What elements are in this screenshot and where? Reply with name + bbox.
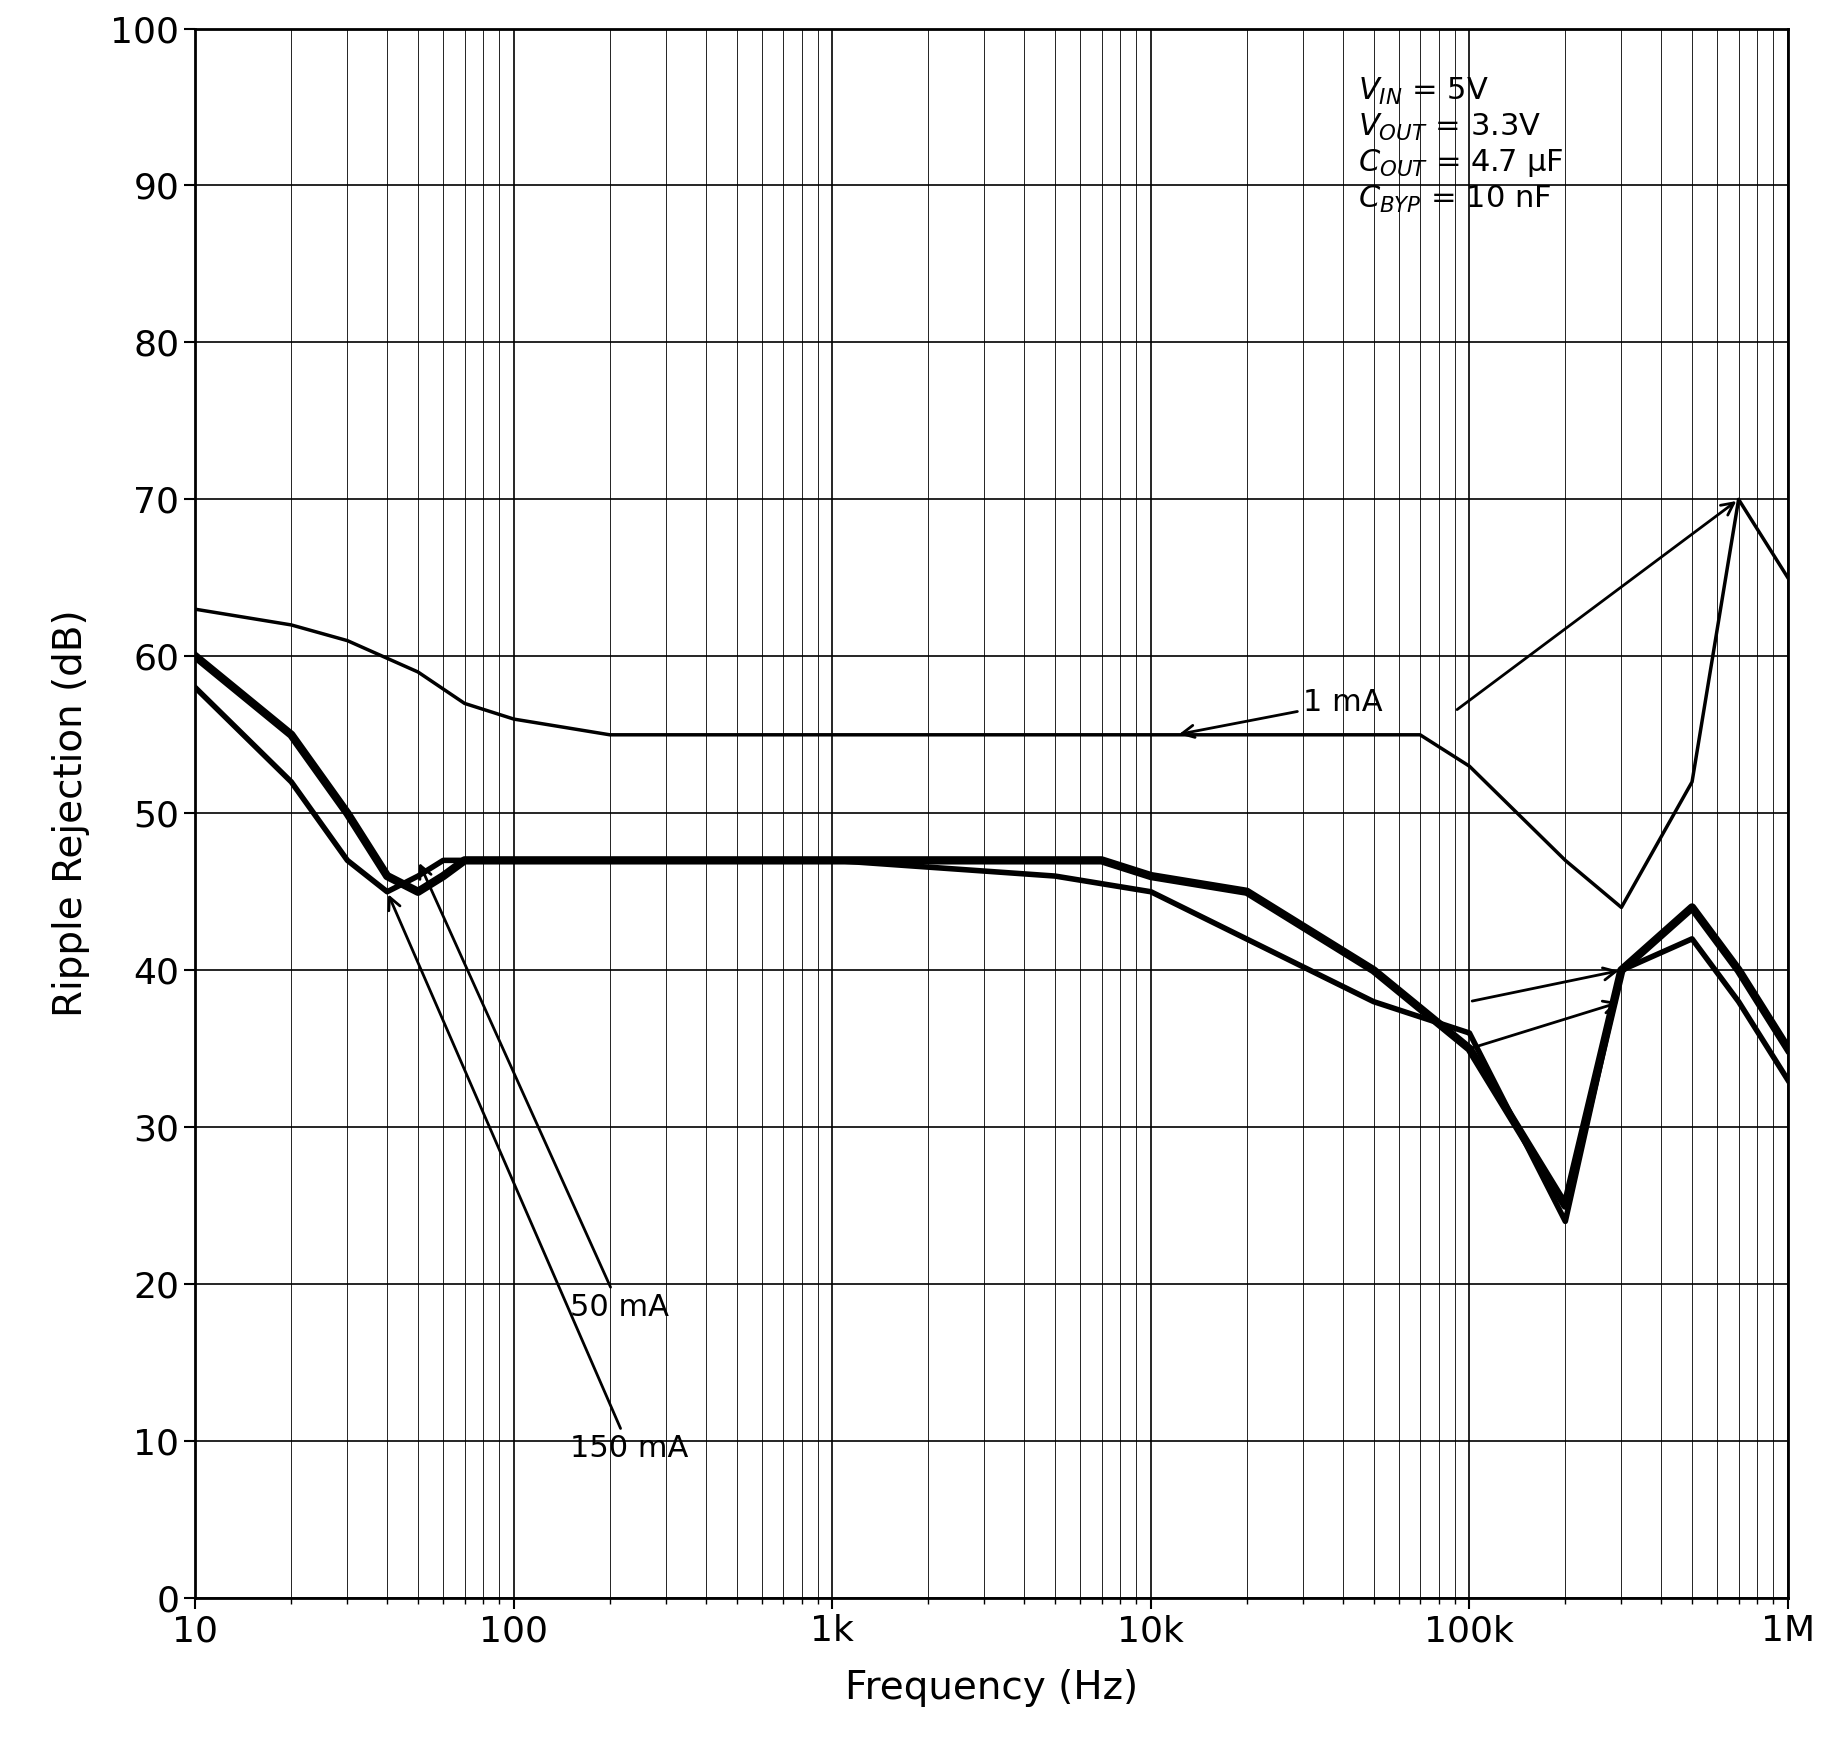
Y-axis label: Ripple Rejection (dB): Ripple Rejection (dB) bbox=[51, 610, 90, 1017]
X-axis label: Frequency (Hz): Frequency (Hz) bbox=[845, 1669, 1138, 1706]
Text: 50 mA: 50 mA bbox=[419, 866, 670, 1321]
Text: 150 mA: 150 mA bbox=[388, 898, 688, 1464]
Text: $V_{IN}$ = 5V
$V_{OUT}$ = 3.3V
$C_{OUT}$ = 4.7 μF
$C_{BYP}$ = 10 nF: $V_{IN}$ = 5V $V_{OUT}$ = 3.3V $C_{OUT}$… bbox=[1358, 76, 1563, 216]
Text: 1 mA: 1 mA bbox=[1182, 689, 1382, 738]
